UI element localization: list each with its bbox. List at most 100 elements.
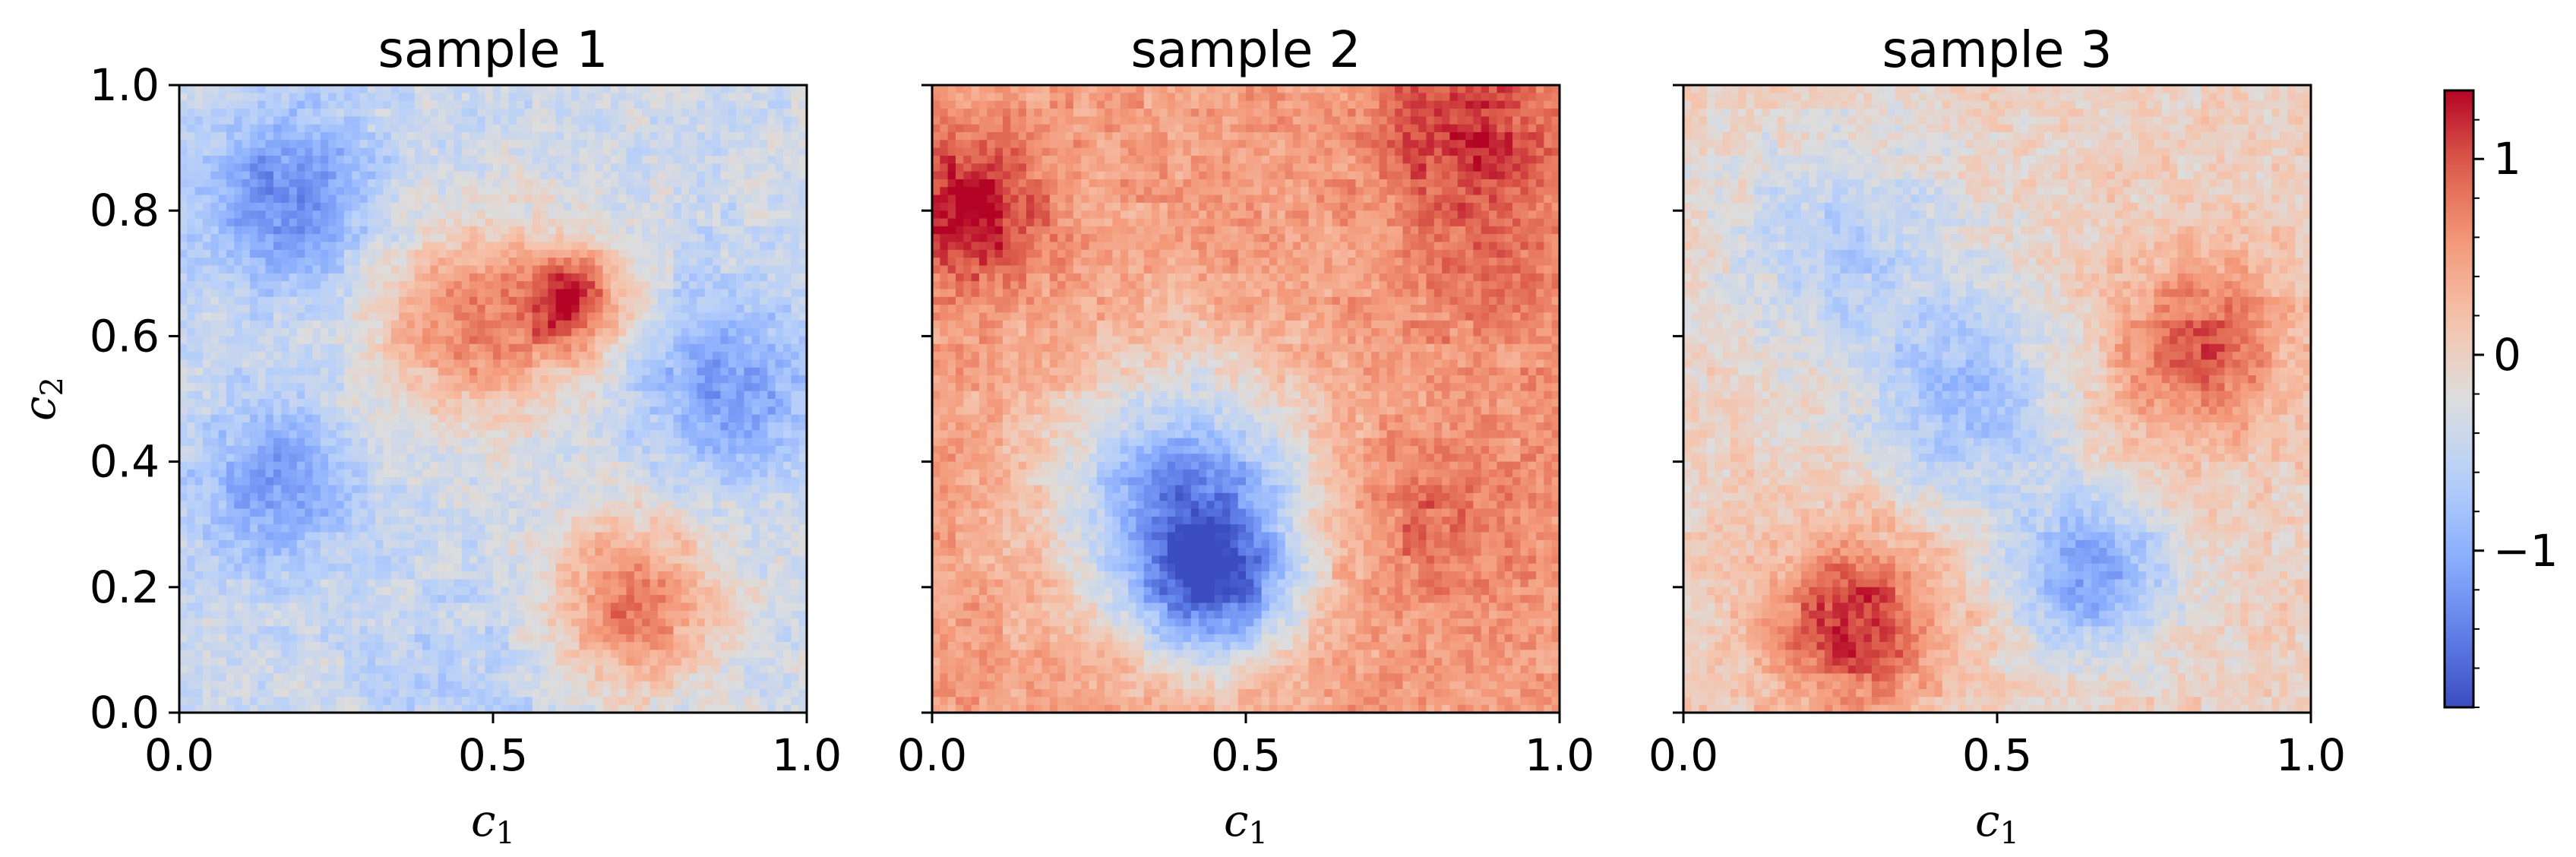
heatmap-cell	[328, 242, 337, 251]
heatmap-cell	[493, 163, 501, 172]
heatmap-cell	[532, 210, 541, 220]
heatmap-cell	[390, 697, 400, 706]
heatmap-cell	[336, 116, 345, 125]
heatmap-cell	[548, 100, 557, 109]
heatmap-cell	[352, 508, 361, 517]
heatmap-cell	[430, 642, 439, 650]
heatmap-cell	[399, 249, 408, 258]
heatmap-cell	[218, 242, 227, 251]
heatmap-cell	[352, 445, 361, 454]
heatmap-cell	[281, 367, 290, 376]
heatmap-cell	[532, 454, 541, 463]
heatmap-cell	[571, 218, 580, 227]
heatmap-cell	[634, 336, 643, 345]
heatmap-cell	[461, 367, 470, 376]
heatmap-cell	[665, 343, 675, 353]
heatmap-cell	[563, 85, 572, 93]
heatmap-cell	[548, 296, 557, 305]
heatmap-cell	[485, 610, 494, 619]
heatmap-cell	[501, 85, 510, 93]
heatmap-cell	[602, 650, 612, 659]
heatmap-cell	[305, 399, 314, 407]
heatmap-cell	[634, 296, 643, 305]
heatmap-cell	[634, 697, 643, 706]
heatmap-cell	[477, 610, 486, 619]
heatmap-cell	[328, 485, 337, 494]
heatmap-cell	[399, 539, 408, 549]
heatmap-cell	[548, 548, 557, 557]
heatmap-cell	[210, 265, 220, 274]
heatmap-cell	[555, 524, 564, 533]
heatmap-cell	[179, 194, 188, 204]
heatmap-cell	[218, 438, 227, 447]
heatmap-cell	[414, 492, 423, 501]
heatmap-cell	[602, 579, 612, 588]
heatmap-cell	[226, 673, 235, 682]
heatmap-cell	[273, 626, 282, 635]
heatmap-cell	[571, 171, 580, 180]
heatmap-cell	[454, 579, 463, 588]
heatmap-cell	[281, 249, 290, 258]
heatmap-cell	[273, 242, 282, 251]
heatmap-cell	[650, 563, 659, 572]
heatmap-cell	[650, 226, 659, 235]
heatmap-cell	[328, 579, 337, 588]
heatmap-cell	[571, 265, 580, 274]
heatmap-cell	[383, 312, 392, 321]
heatmap-cell	[242, 571, 251, 580]
heatmap-cell	[430, 194, 439, 204]
heatmap-cell	[461, 85, 470, 93]
heatmap-cell	[258, 587, 267, 596]
heatmap-cell	[210, 375, 220, 384]
heatmap-cell	[383, 406, 392, 416]
heatmap-cell	[602, 532, 612, 541]
heatmap-cell	[524, 265, 533, 274]
heatmap-cell	[446, 258, 454, 267]
heatmap-cell	[312, 249, 321, 258]
heatmap-cell	[438, 548, 447, 557]
heatmap-cell	[258, 485, 267, 494]
heatmap-cell	[430, 579, 439, 588]
heatmap-cell	[194, 312, 204, 321]
heatmap-cell	[586, 100, 596, 109]
heatmap-cell	[406, 492, 416, 501]
heatmap-cell	[258, 454, 267, 463]
heatmap-cell	[202, 666, 211, 674]
heatmap-cell	[281, 124, 290, 133]
heatmap-cell	[312, 454, 321, 463]
heatmap-cell	[532, 296, 541, 305]
heatmap-cell	[414, 438, 423, 447]
heatmap-cell	[328, 492, 337, 501]
heatmap-cell	[508, 422, 517, 431]
heatmap-cell	[281, 352, 290, 360]
heatmap-cell	[281, 539, 290, 549]
heatmap-cell	[571, 650, 580, 659]
heatmap-cell	[359, 539, 368, 549]
heatmap-cell	[618, 155, 627, 164]
heatmap-cell	[477, 171, 486, 180]
heatmap-cell	[194, 328, 204, 337]
heatmap-cell	[375, 587, 384, 596]
heatmap-cell	[273, 383, 282, 392]
heatmap-cell	[454, 163, 463, 172]
heatmap-cell	[469, 469, 478, 478]
heatmap-cell	[258, 391, 267, 400]
heatmap-cell	[595, 367, 604, 376]
heatmap-cell	[187, 697, 196, 706]
heatmap-cell	[281, 194, 290, 204]
heatmap-cell	[367, 634, 376, 643]
heatmap-cell	[563, 343, 572, 353]
heatmap-cell	[296, 461, 305, 470]
heatmap-cell	[516, 399, 525, 407]
heatmap-cell	[289, 147, 298, 157]
heatmap-cell	[210, 532, 220, 541]
heatmap-cell	[202, 524, 211, 533]
heatmap-cell	[618, 469, 627, 478]
heatmap-cell	[202, 430, 211, 439]
heatmap-cell	[446, 406, 454, 416]
heatmap-cell	[305, 626, 314, 635]
heatmap-cell	[210, 555, 220, 564]
heatmap-cell	[258, 281, 267, 290]
heatmap-cell	[265, 414, 274, 423]
heatmap-cell	[516, 602, 525, 612]
